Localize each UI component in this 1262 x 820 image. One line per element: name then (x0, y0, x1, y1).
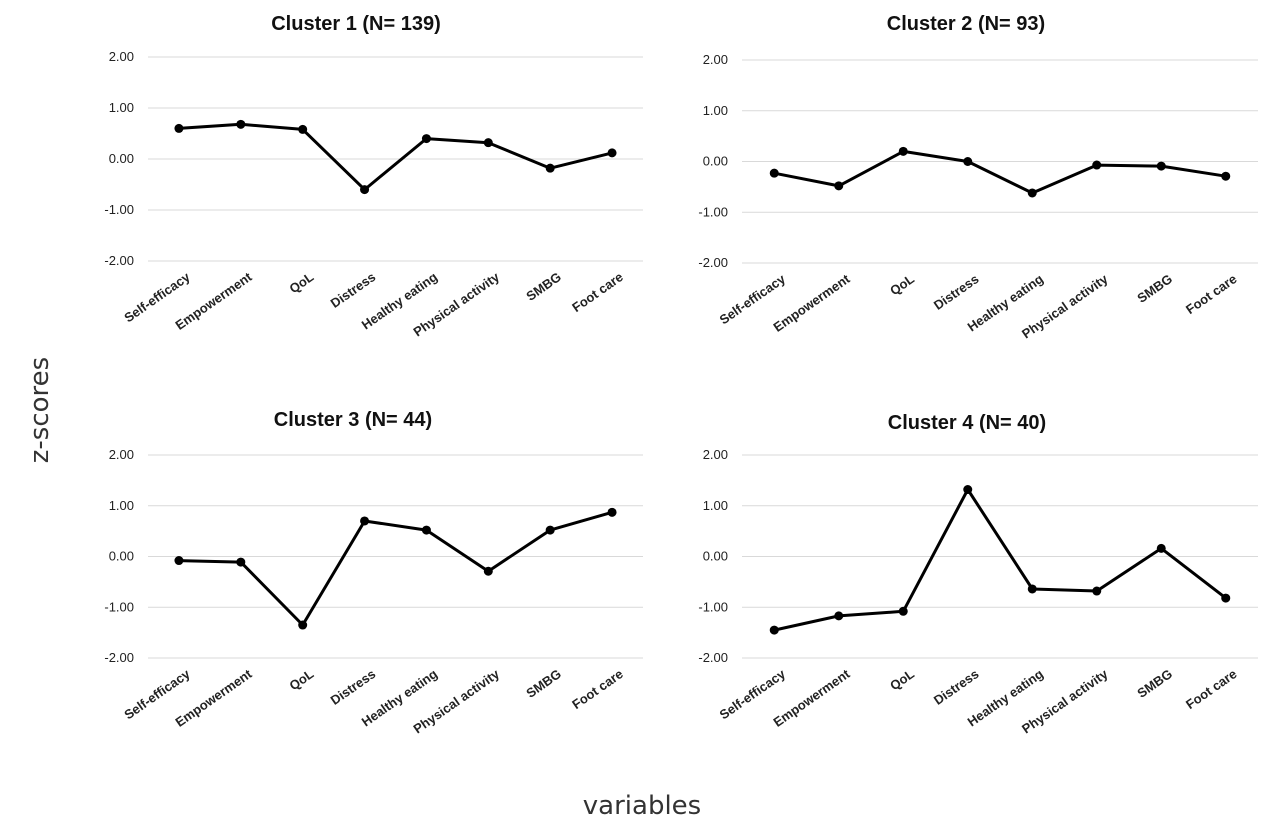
data-point (174, 123, 184, 133)
x-category-label: Foot care (569, 666, 626, 712)
data-point (1092, 160, 1102, 170)
x-category-label: Foot care (1183, 666, 1240, 712)
data-point (421, 134, 431, 144)
data-point (1092, 586, 1102, 596)
x-category-label: Foot care (1183, 271, 1240, 317)
data-point (421, 525, 431, 535)
data-point (898, 146, 908, 156)
y-axis-title: z-scores (25, 357, 55, 463)
panel-title: Cluster 4 (N= 40) (888, 412, 1046, 434)
series-line (178, 510, 613, 627)
data-point (360, 185, 370, 195)
y-tick-label: 1.00 (109, 100, 134, 115)
x-category-label: SMBG (523, 666, 564, 701)
panel-title: Cluster 3 (N= 44) (274, 409, 432, 431)
data-point (607, 148, 617, 158)
x-category-label: SMBG (523, 269, 564, 304)
data-point (236, 119, 246, 129)
data-point (174, 556, 184, 566)
series-line (774, 149, 1227, 195)
data-point (1221, 171, 1231, 181)
data-point (607, 507, 617, 517)
x-category-label: Distress (328, 269, 379, 311)
y-tick-label: 1.00 (703, 103, 728, 118)
data-point (1027, 584, 1037, 594)
data-point (298, 620, 308, 630)
data-point (1156, 161, 1166, 171)
y-tick-label: 2.00 (703, 52, 728, 67)
cluster-panel-3: Cluster 3 (N= 44) 2.00 1.00 0.00 -1.00 -2.00 S… (104, 409, 643, 736)
y-tick-label: 0.00 (109, 151, 134, 166)
y-tick-label: -1.00 (698, 204, 728, 219)
data-point (769, 168, 779, 178)
y-tick-label: 1.00 (703, 498, 728, 513)
data-point (483, 566, 493, 576)
cluster-panel-2: Cluster 2 (N= 93) 2.00 1.00 0.00 -1.00 -2.00 S… (698, 13, 1258, 341)
x-category-label: QoL (887, 666, 917, 693)
y-tick-label: 0.00 (703, 549, 728, 564)
data-point (545, 163, 555, 173)
series-line (773, 488, 1227, 632)
y-tick-label: 1.00 (109, 498, 134, 513)
y-tick-label: -2.00 (104, 253, 134, 268)
data-point (483, 138, 493, 148)
data-point (236, 557, 246, 567)
data-point (769, 625, 779, 635)
y-tick-label: -1.00 (104, 202, 134, 217)
data-point (963, 157, 973, 166)
y-tick-label: -1.00 (698, 599, 728, 614)
x-axis-title: variables (583, 791, 701, 820)
y-tick-label: -1.00 (104, 599, 134, 614)
x-category-label: QoL (287, 269, 317, 296)
data-point (1221, 593, 1231, 603)
x-category-label: SMBG (1134, 271, 1175, 306)
y-tick-label: 0.00 (109, 549, 134, 564)
panels: Cluster 1 (N= 139) 2.00 1.00 0.00 -1.00 -2.00… (104, 13, 1258, 736)
y-tick-label: -2.00 (698, 650, 728, 665)
x-category-label: Distress (931, 666, 982, 708)
data-point (963, 485, 973, 495)
y-tick-label: 0.00 (703, 154, 728, 169)
data-point (898, 606, 908, 616)
cluster-panel-4: Cluster 4 (N= 40) 2.00 1.00 0.00 -1.00 -2.00 S… (698, 412, 1258, 736)
cluster-panel-1: Cluster 1 (N= 139) 2.00 1.00 0.00 -1.00 -2.00… (104, 13, 643, 339)
x-category-label: QoL (287, 666, 317, 693)
data-point (834, 611, 844, 621)
y-tick-label: 2.00 (109, 447, 134, 462)
panel-title: Cluster 1 (N= 139) (271, 13, 441, 35)
y-tick-label: -2.00 (104, 650, 134, 665)
x-category-label: Distress (328, 666, 379, 708)
y-tick-label: 2.00 (109, 49, 134, 64)
data-point (545, 525, 555, 535)
x-category-label: QoL (887, 271, 917, 298)
x-category-label: Foot care (569, 269, 626, 315)
data-point (1027, 188, 1037, 198)
data-point (1156, 543, 1166, 553)
data-point (834, 181, 844, 191)
y-tick-label: -2.00 (698, 255, 728, 270)
panel-title: Cluster 2 (N= 93) (887, 13, 1045, 35)
x-category-label: SMBG (1134, 666, 1175, 701)
y-tick-label: 2.00 (703, 447, 728, 462)
data-point (360, 516, 370, 526)
data-point (298, 124, 308, 134)
x-category-label: Distress (931, 271, 982, 313)
series-line (178, 122, 613, 192)
